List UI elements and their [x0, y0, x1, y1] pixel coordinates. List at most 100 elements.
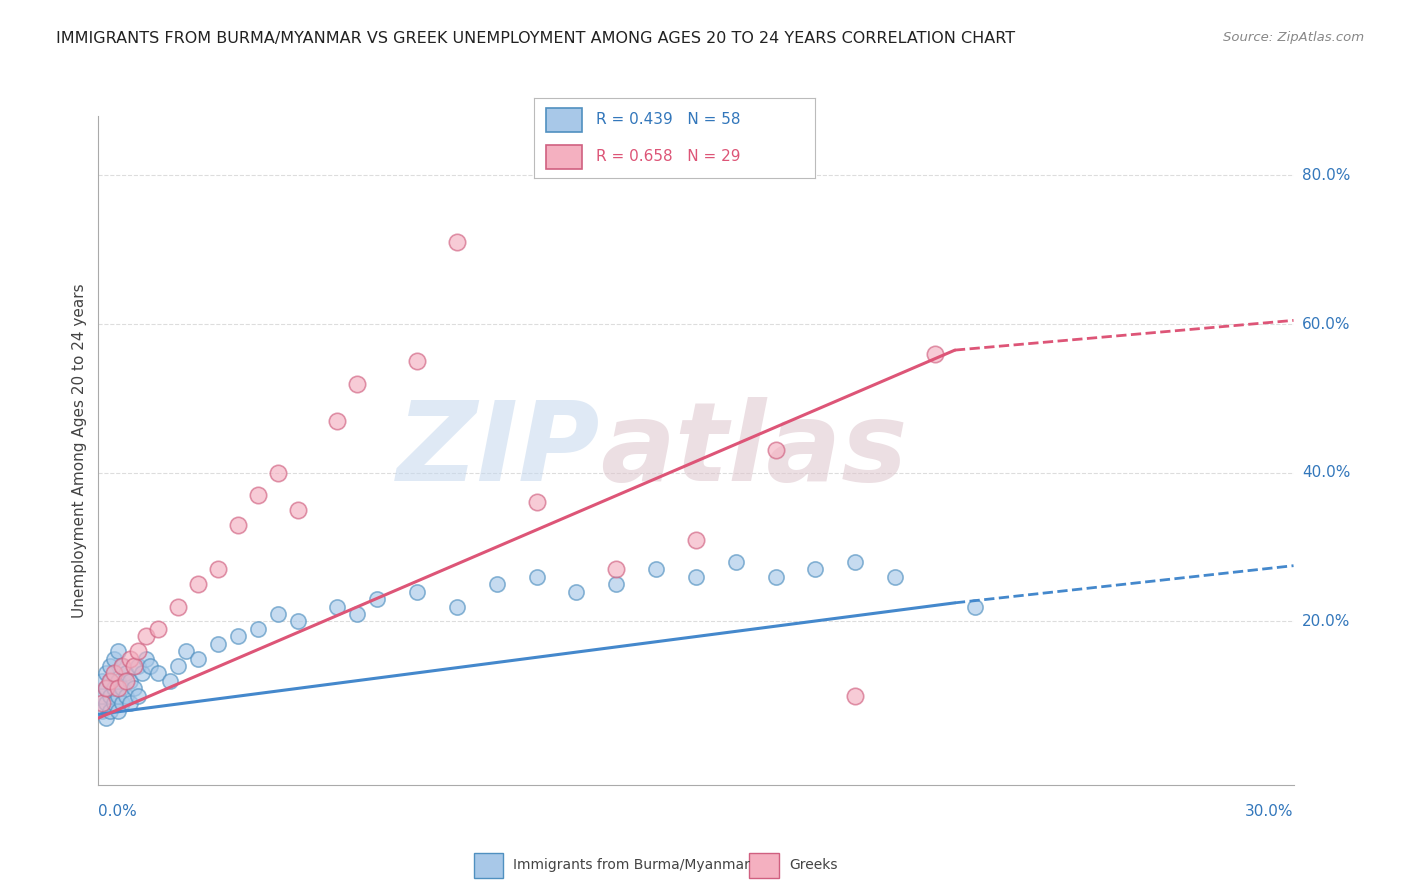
- Point: [98, 673, 122, 688]
- Point: [91, 704, 114, 718]
- Point: [124, 681, 146, 696]
- Point: [485, 577, 508, 591]
- Point: [605, 577, 627, 591]
- Point: [91, 689, 114, 703]
- Bar: [546, 145, 582, 169]
- Point: [96, 681, 118, 696]
- Point: [346, 607, 368, 621]
- Point: [884, 570, 907, 584]
- Point: [207, 637, 229, 651]
- Point: [98, 704, 122, 718]
- Point: [326, 599, 349, 614]
- Text: atlas: atlas: [600, 397, 908, 504]
- Point: [131, 666, 153, 681]
- Bar: [749, 853, 779, 878]
- Point: [111, 696, 134, 710]
- Text: ZIP: ZIP: [396, 397, 600, 504]
- Point: [246, 622, 269, 636]
- Point: [844, 555, 866, 569]
- Point: [139, 659, 162, 673]
- Point: [91, 673, 114, 688]
- Point: [107, 681, 129, 696]
- Point: [226, 517, 249, 532]
- Point: [111, 659, 134, 673]
- Point: [159, 673, 181, 688]
- Point: [115, 673, 138, 688]
- Point: [267, 607, 290, 621]
- Point: [107, 673, 129, 688]
- Point: [96, 696, 118, 710]
- Text: 80.0%: 80.0%: [1302, 168, 1350, 183]
- Point: [120, 696, 142, 710]
- Point: [120, 673, 142, 688]
- Point: [346, 376, 368, 391]
- Point: [127, 689, 149, 703]
- Point: [135, 651, 157, 665]
- Point: [226, 629, 249, 643]
- Point: [446, 599, 468, 614]
- Point: [103, 666, 125, 681]
- Point: [406, 584, 429, 599]
- Text: Immigrants from Burma/Myanmar: Immigrants from Burma/Myanmar: [513, 858, 749, 872]
- Text: 60.0%: 60.0%: [1302, 317, 1350, 332]
- Point: [187, 577, 209, 591]
- Point: [111, 681, 134, 696]
- Point: [565, 584, 588, 599]
- Point: [135, 629, 157, 643]
- Point: [148, 622, 170, 636]
- Point: [115, 689, 138, 703]
- Text: 0.0%: 0.0%: [98, 804, 138, 819]
- Text: R = 0.658   N = 29: R = 0.658 N = 29: [596, 149, 741, 164]
- Point: [765, 570, 787, 584]
- Point: [685, 533, 707, 547]
- Point: [526, 495, 548, 509]
- Point: [246, 488, 269, 502]
- Text: R = 0.439   N = 58: R = 0.439 N = 58: [596, 112, 741, 128]
- Point: [98, 689, 122, 703]
- Point: [127, 659, 149, 673]
- Point: [96, 666, 118, 681]
- Point: [98, 659, 122, 673]
- Point: [924, 347, 946, 361]
- Point: [96, 711, 118, 725]
- Point: [96, 681, 118, 696]
- Point: [287, 615, 309, 629]
- Point: [963, 599, 986, 614]
- Point: [187, 651, 209, 665]
- Point: [107, 644, 129, 658]
- Text: 20.0%: 20.0%: [1302, 614, 1350, 629]
- Point: [127, 644, 149, 658]
- Point: [111, 659, 134, 673]
- Text: IMMIGRANTS FROM BURMA/MYANMAR VS GREEK UNEMPLOYMENT AMONG AGES 20 TO 24 YEARS CO: IMMIGRANTS FROM BURMA/MYANMAR VS GREEK U…: [56, 31, 1015, 46]
- Text: 40.0%: 40.0%: [1302, 466, 1350, 480]
- Point: [91, 696, 114, 710]
- Point: [207, 562, 229, 576]
- Point: [526, 570, 548, 584]
- Point: [174, 644, 197, 658]
- Point: [287, 503, 309, 517]
- Point: [605, 562, 627, 576]
- Point: [844, 689, 866, 703]
- Point: [103, 696, 125, 710]
- Point: [103, 681, 125, 696]
- Point: [98, 673, 122, 688]
- Point: [724, 555, 747, 569]
- Point: [148, 666, 170, 681]
- Bar: [546, 108, 582, 132]
- Text: 30.0%: 30.0%: [1246, 804, 1294, 819]
- Point: [120, 651, 142, 665]
- Point: [267, 466, 290, 480]
- Point: [167, 659, 190, 673]
- Point: [406, 354, 429, 368]
- Point: [366, 592, 388, 607]
- Point: [685, 570, 707, 584]
- Point: [645, 562, 668, 576]
- Point: [107, 689, 129, 703]
- Point: [103, 651, 125, 665]
- Point: [167, 599, 190, 614]
- Bar: [474, 853, 503, 878]
- Point: [107, 704, 129, 718]
- Point: [446, 235, 468, 250]
- Point: [326, 414, 349, 428]
- Point: [804, 562, 827, 576]
